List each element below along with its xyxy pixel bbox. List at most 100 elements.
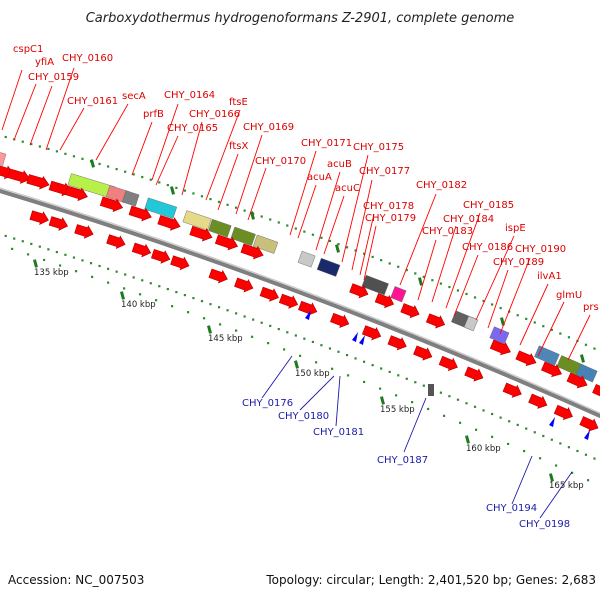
forward-gene-arrow [361, 325, 382, 341]
forward-gene-arrow [502, 382, 522, 398]
map-title: Carboxydothermus hydrogenoformans Z-2901… [86, 11, 515, 26]
tick-dot [200, 195, 204, 198]
tick-dot [411, 401, 414, 404]
leader-line [453, 254, 479, 317]
tick-dot [567, 336, 570, 339]
tick-dot [81, 157, 84, 160]
forward-gene-arrow [298, 300, 318, 316]
feature-block [361, 274, 389, 296]
leader-line [131, 121, 153, 176]
feature-block [182, 210, 212, 231]
forward-gene-arrow [131, 242, 152, 258]
tick-dot [584, 453, 588, 456]
leader-line [445, 212, 481, 309]
tick-dot [499, 306, 502, 310]
forward-gene-arrow [128, 205, 152, 222]
tick-dot [72, 155, 76, 158]
leader-line [95, 103, 129, 161]
leader-line [59, 107, 85, 151]
forward-gene-arrow [374, 293, 394, 309]
tick-dot [388, 370, 391, 374]
forward-gene-arrow [7, 168, 31, 184]
tick-dot [525, 317, 528, 320]
tick-dot [571, 471, 574, 474]
gene-label: glmU [556, 290, 582, 301]
leader-line [151, 103, 179, 181]
tick-dot [542, 434, 545, 438]
tick-dot [311, 340, 314, 344]
forward-gene-arrow [400, 303, 420, 319]
tick-dot [277, 221, 280, 224]
leader-line [323, 195, 345, 255]
gene-label: yfiA [35, 57, 54, 68]
tick-dot [124, 170, 127, 173]
kbp-tick [418, 277, 423, 286]
tick-dot [584, 343, 588, 346]
feature-block [252, 234, 279, 254]
leader-line [359, 213, 375, 276]
tick-dot [459, 421, 462, 424]
tick-dot [550, 328, 553, 331]
gene-label: CHY_0175 [353, 142, 404, 153]
tick-dot [47, 147, 50, 151]
tick-dot [47, 248, 50, 251]
leader-line [205, 109, 241, 201]
tick-dot [243, 315, 246, 318]
tick-dot [155, 299, 158, 302]
tick-dot [166, 288, 169, 291]
tick-dot [516, 423, 519, 427]
tick-dot [98, 162, 101, 166]
tick-dot [183, 189, 186, 192]
tick-dot [283, 348, 286, 351]
tick-dot [414, 272, 417, 275]
tick-dot [559, 332, 562, 335]
tick-dot [315, 361, 318, 364]
leader-line [45, 67, 75, 151]
tick-dot [405, 377, 408, 380]
leader-line [351, 179, 373, 271]
gene-label: CHY_0183 [422, 226, 473, 237]
leader-line [475, 235, 515, 321]
tick-dot [576, 449, 579, 453]
tick-dot [59, 264, 62, 267]
tick-dot [431, 279, 434, 282]
tick-dot [337, 350, 340, 353]
tick-dot [124, 273, 127, 276]
leader-line-reverse [299, 375, 335, 411]
tick-dot [226, 203, 229, 206]
kbp-label: 160 kbp [466, 444, 501, 454]
forward-gene-arrow [425, 313, 446, 329]
tick-dot [371, 364, 374, 367]
forward-gene-arrow [349, 283, 369, 299]
tick-dot [405, 269, 408, 272]
tick-dot [75, 270, 78, 273]
tick-dot [331, 367, 334, 370]
tick-dot [217, 200, 221, 204]
kbp-ticks [32, 159, 585, 482]
tick-dot [363, 380, 366, 384]
tick-dot [443, 414, 446, 417]
leader-line-reverse [403, 397, 427, 453]
tick-dot [456, 289, 460, 292]
tick-dot [149, 282, 152, 285]
kbp-tick [90, 159, 95, 168]
leader-line [247, 167, 267, 221]
tick-dot [243, 209, 246, 212]
tick-dot [542, 325, 545, 328]
tick-dot [491, 435, 494, 438]
feature-block [316, 257, 341, 277]
tick-dot [507, 442, 510, 446]
tick-dot [328, 347, 332, 350]
tick-dot [523, 449, 526, 453]
forward-gene-arrow [592, 383, 600, 400]
leader-line [235, 134, 263, 215]
gene-label: CHY_0186 [462, 242, 513, 253]
tick-dot [593, 457, 596, 460]
kbp-tick [580, 354, 585, 363]
tick-dot [320, 236, 323, 239]
kbp-label: 150 kbp [295, 369, 330, 379]
tick-dot [539, 457, 542, 460]
tick-dot [299, 354, 302, 357]
